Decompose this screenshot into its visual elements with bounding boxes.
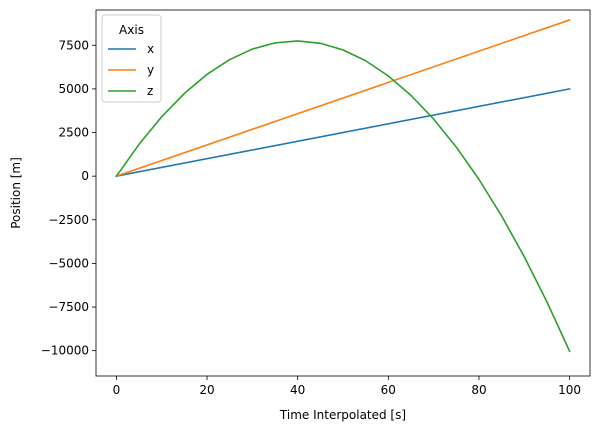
y-tick-label: 2500 bbox=[58, 126, 89, 140]
y-tick-label: 0 bbox=[81, 169, 89, 183]
x-tick-label: 60 bbox=[381, 383, 396, 397]
legend: Axis xyz bbox=[101, 14, 162, 103]
legend-box bbox=[101, 14, 162, 103]
x-axis: 0 20 40 60 80 100 bbox=[113, 376, 581, 397]
plot-frame bbox=[95, 9, 591, 377]
y-axis-label: Position [m] bbox=[9, 157, 23, 229]
y-tick-label: −5000 bbox=[48, 256, 89, 270]
y-tick-label: 5000 bbox=[58, 82, 89, 96]
series-line-x bbox=[115, 87, 571, 178]
y-tick-label: −7500 bbox=[48, 300, 89, 314]
x-tick-label: 20 bbox=[199, 383, 214, 397]
y-tick-label: 7500 bbox=[58, 38, 89, 52]
x-tick-label: 100 bbox=[558, 383, 581, 397]
legend-entries: xyz bbox=[108, 42, 154, 98]
series-line-y bbox=[115, 18, 571, 178]
x-tick-label: 40 bbox=[290, 383, 305, 397]
legend-label-z: z bbox=[147, 84, 153, 98]
legend-label-x: x bbox=[147, 42, 154, 56]
y-tick-label: −10000 bbox=[41, 344, 89, 358]
legend-label-y: y bbox=[147, 63, 154, 77]
y-tick-label: −2500 bbox=[48, 213, 89, 227]
series-line-z bbox=[115, 40, 571, 353]
legend-title: Axis bbox=[119, 23, 144, 37]
x-axis-label: Time Interpolated [s] bbox=[279, 408, 406, 422]
series-layer bbox=[115, 18, 571, 353]
y-axis: −10000 −7500 −5000 −2500 0 2500 5000 7500 bbox=[41, 38, 96, 358]
x-tick-label: 0 bbox=[113, 383, 121, 397]
x-tick-label: 80 bbox=[471, 383, 486, 397]
